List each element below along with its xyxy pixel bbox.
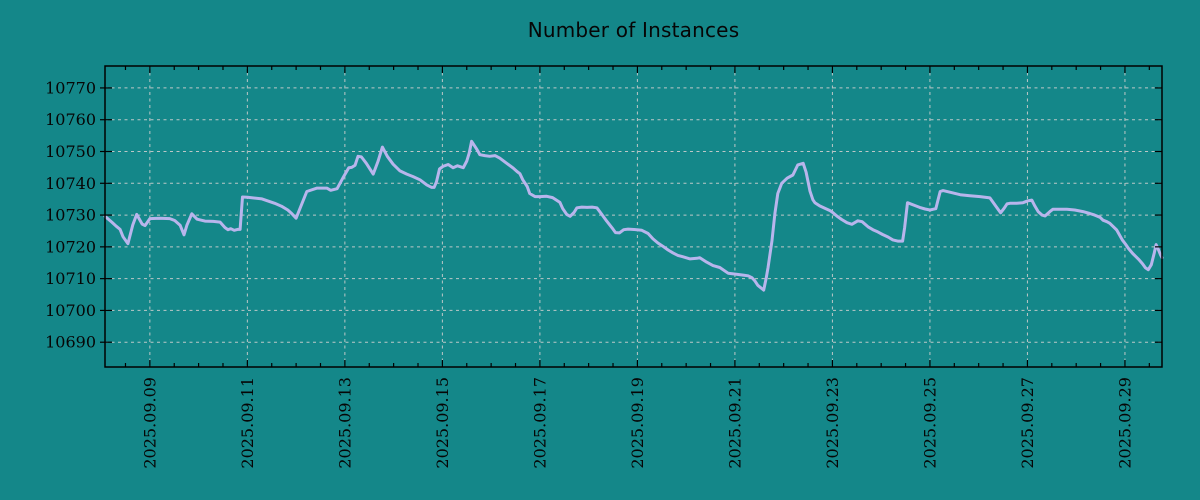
y-tick-label: 10710 <box>45 269 96 288</box>
y-tick-label: 10690 <box>45 333 96 352</box>
x-tick-label: 2025.09.09 <box>140 377 159 469</box>
x-tick-label: 2025.09.19 <box>628 377 647 469</box>
x-tick-label: 2025.09.17 <box>530 377 549 469</box>
x-tick-label: 2025.09.15 <box>433 377 452 469</box>
plot-border <box>104 65 1163 368</box>
x-tick-label: 2025.09.11 <box>238 377 257 469</box>
y-tick-label: 10740 <box>45 174 96 193</box>
y-tick-label: 10760 <box>45 110 96 129</box>
x-tick-label: 2025.09.25 <box>920 377 939 469</box>
y-tick-label: 10750 <box>45 142 96 161</box>
y-tick-label: 10720 <box>45 237 96 256</box>
x-tick-label: 2025.09.21 <box>725 377 744 469</box>
series-line <box>103 139 1164 292</box>
x-tick-label: 2025.09.23 <box>823 377 842 469</box>
y-tick-label: 10700 <box>45 301 96 320</box>
y-tick-label: 10770 <box>45 78 96 97</box>
x-tick-label: 2025.09.27 <box>1018 377 1037 469</box>
x-tick-label: 2025.09.13 <box>335 377 354 469</box>
y-tick-label: 10730 <box>45 206 96 225</box>
x-tick-label: 2025.09.29 <box>1115 377 1134 469</box>
chart-title: Number of Instances <box>527 18 740 42</box>
